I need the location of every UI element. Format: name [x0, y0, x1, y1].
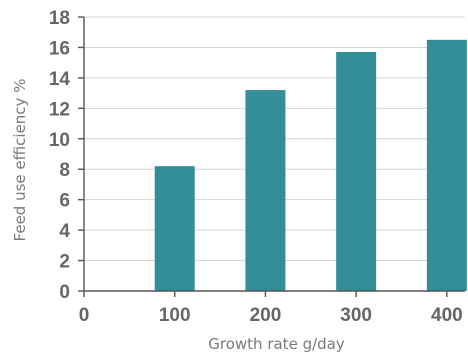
bar-300	[336, 52, 377, 292]
y-tick-label: 0	[59, 282, 70, 303]
bar-400	[426, 39, 467, 292]
y-axis-ticks: 0 2 4 6 8 10 12 14 16 18	[49, 8, 84, 303]
bar-100	[154, 166, 195, 291]
y-axis-title: Feed use efficiency %	[11, 79, 29, 242]
x-tick-label: 300	[340, 305, 372, 326]
x-tick-label: 100	[159, 305, 191, 326]
y-tick-label: 8	[59, 160, 70, 181]
x-tick-label: 0	[79, 305, 90, 326]
x-axis-ticks: 0 100 200 300 400	[79, 291, 463, 326]
y-tick-label: 18	[49, 8, 70, 29]
x-axis-title: Growth rate g/day	[208, 335, 345, 353]
bar-200	[245, 90, 286, 291]
y-tick-label: 12	[49, 99, 70, 120]
y-tick-label: 6	[59, 191, 70, 212]
y-tick-label: 2	[59, 252, 70, 273]
y-tick-label: 10	[49, 130, 70, 151]
y-tick-label: 16	[49, 38, 70, 59]
x-tick-label: 400	[431, 305, 463, 326]
x-tick-label: 200	[250, 305, 282, 326]
bars	[154, 39, 467, 292]
y-tick-label: 14	[49, 69, 71, 90]
y-tick-label: 4	[59, 221, 70, 242]
